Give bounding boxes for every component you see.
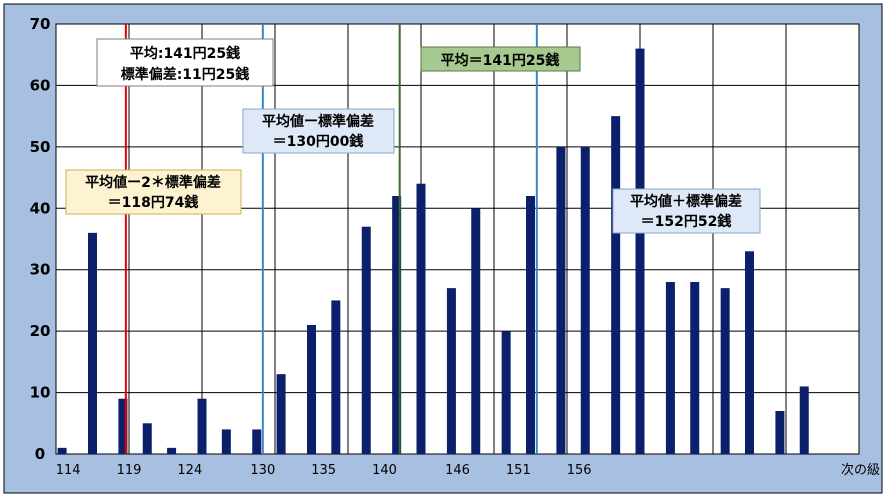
bars — [57, 48, 809, 455]
bar — [221, 429, 231, 454]
x-tick-label: 130 — [250, 463, 275, 478]
x-tick-label: 114 — [56, 463, 81, 478]
x-tick-labels: 114 119 124 130 135 140 146 151 156 — [56, 463, 592, 478]
bar — [775, 411, 785, 454]
x-tick-label: 140 — [372, 463, 397, 478]
plot-area — [55, 23, 860, 455]
bar — [471, 208, 481, 454]
y-tick-label: 70 — [30, 15, 51, 33]
bar — [88, 232, 97, 454]
annotation-mean-sd-line1: 平均:141円25銭 — [130, 45, 240, 62]
y-tick-labels: 0 10 20 30 40 50 60 70 — [30, 15, 51, 463]
annotation-plus1sd-line1: 平均値＋標準偏差 — [630, 193, 742, 210]
bar — [799, 386, 809, 454]
annotation-minus1sd-line2: ＝130円00銭 — [273, 133, 364, 150]
bar — [392, 196, 402, 454]
y-tick-label: 0 — [35, 445, 45, 463]
bar — [252, 429, 262, 454]
bar — [665, 282, 675, 454]
y-tick-label: 40 — [30, 199, 51, 217]
bar — [307, 325, 316, 454]
bar — [118, 398, 128, 454]
y-tick-label: 30 — [30, 261, 51, 279]
annotation-minus2sd: 平均値ー2＊標準偏差 ＝118円74銭 — [65, 169, 242, 215]
annotation-mean: 平均＝141円25銭 — [420, 46, 581, 72]
bar — [745, 251, 754, 454]
reference-lines — [124, 24, 538, 454]
bar — [361, 226, 371, 454]
bar — [446, 288, 456, 454]
y-tick-label: 60 — [30, 76, 51, 94]
annotation-plus1sd-line2: ＝152円52銭 — [641, 213, 732, 230]
x-tick-label: 156 — [567, 463, 592, 478]
bar — [611, 116, 621, 455]
annotation-plus1sd: 平均値＋標準偏差 ＝152円52銭 — [612, 188, 761, 234]
bar — [556, 146, 566, 454]
x-tick-label: 146 — [445, 463, 470, 478]
annotation-mean-line1: 平均＝141円25銭 — [441, 52, 560, 69]
x-tick-label: 119 — [117, 463, 142, 478]
x-tick-label: 151 — [506, 463, 531, 478]
bar — [690, 282, 700, 454]
annotation-mean-sd: 平均:141円25銭 標準偏差:11円25銭 — [96, 38, 274, 87]
bar — [580, 146, 590, 454]
annotation-minus2sd-line2: ＝118円74銭 — [108, 194, 199, 211]
annotation-minus1sd-line1: 平均値ー標準偏差 — [262, 113, 374, 130]
bar — [526, 196, 535, 454]
bar — [720, 288, 730, 454]
y-tick-label: 10 — [30, 384, 51, 402]
x-tick-label: 124 — [177, 463, 202, 478]
bar — [501, 331, 511, 454]
bar — [167, 447, 177, 454]
bar — [635, 48, 645, 454]
bar — [416, 183, 426, 454]
bar — [276, 374, 286, 454]
annotation-mean-sd-line2: 標準偏差:11円25銭 — [121, 66, 250, 83]
y-tick-label: 50 — [30, 138, 51, 156]
bar — [57, 447, 67, 454]
y-tick-label: 20 — [30, 322, 51, 340]
bar — [142, 423, 152, 454]
annotation-minus1sd: 平均値ー標準偏差 ＝130円00銭 — [242, 108, 395, 154]
annotation-minus2sd-line1: 平均値ー2＊標準偏差 — [85, 174, 221, 191]
x-tick-label: 135 — [311, 463, 336, 478]
x-axis-label: 次の級 — [841, 462, 880, 478]
bar — [197, 398, 207, 454]
bar — [331, 300, 341, 454]
